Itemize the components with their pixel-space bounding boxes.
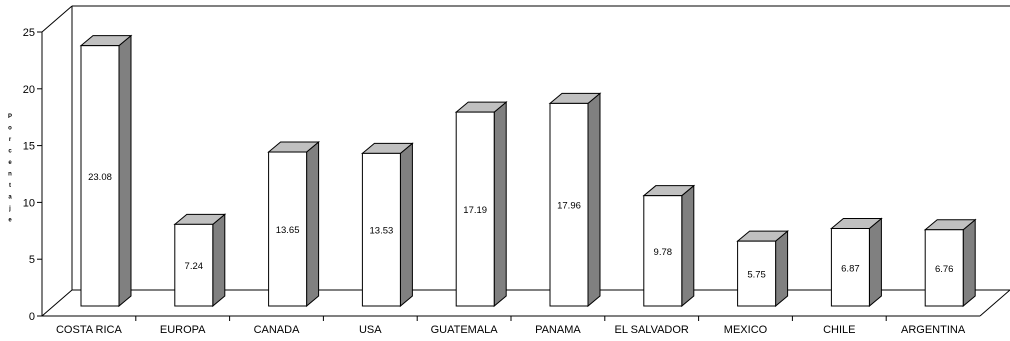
left-wall-top-edge	[41, 5, 73, 33]
x-tick-label: EUROPA	[160, 324, 206, 336]
bar-data-label: 5.75	[747, 270, 766, 281]
bar-side	[868, 217, 882, 308]
bar-front	[80, 45, 120, 307]
bar: 6.87	[830, 217, 883, 308]
x-tick-label: COSTA RICA	[56, 324, 122, 336]
bar-data-label: 13.53	[370, 226, 394, 237]
bar-side	[681, 184, 695, 308]
y-tick-label: 15	[23, 141, 35, 153]
bar: 17.96	[548, 92, 602, 308]
x-tick-label: USA	[359, 324, 382, 336]
y-tick-label: 5	[29, 254, 35, 266]
x-axis-labels: COSTA RICA EUROPA CANADA USA GUATEMALA PANAMA…	[56, 316, 966, 336]
bar-front	[737, 240, 777, 307]
bar-side	[493, 101, 507, 308]
bar-front	[361, 152, 401, 307]
y-axis-label-char: a	[8, 195, 12, 201]
x-tick-label: PANAMA	[535, 324, 581, 336]
y-axis-label-char: e	[8, 160, 12, 166]
bar-side	[212, 213, 226, 308]
bar: 5.75	[736, 230, 789, 308]
floor-right-edge	[979, 289, 1010, 317]
y-axis-label-char: e	[8, 218, 12, 224]
bar-side	[775, 230, 789, 308]
y-tick-label: 20	[23, 84, 35, 96]
bar: 9.78	[642, 184, 696, 308]
y-axis-label-char: c	[8, 149, 12, 155]
x-tick-label: EL SALVADOR	[615, 324, 689, 336]
x-tick-label: CANADA	[254, 324, 301, 336]
y-axis-label-char: r	[9, 137, 12, 143]
bar: 13.65	[267, 140, 320, 308]
x-tick-label: GUATEMALA	[431, 324, 499, 336]
bar-front	[643, 195, 683, 307]
y-tick-label: 0	[29, 311, 35, 323]
bar: 17.19	[454, 101, 508, 308]
bar-side	[399, 142, 413, 308]
bar: 23.08	[79, 34, 133, 308]
bar-data-label: 23.08	[88, 172, 112, 183]
y-axis-label-char: P	[8, 114, 12, 120]
bar-side	[118, 34, 132, 308]
bar-front	[830, 228, 870, 307]
bar-data-label: 6.76	[935, 264, 954, 275]
bar-side	[587, 92, 601, 308]
x-tick-label: CHILE	[823, 324, 855, 336]
bar-front	[174, 223, 214, 307]
bar: 6.76	[923, 218, 977, 308]
bar-data-label: 17.19	[463, 205, 487, 216]
bar-data-label: 9.78	[654, 247, 673, 258]
y-axis-label-char: j	[8, 206, 11, 212]
x-tick-label: MEXICO	[724, 324, 768, 336]
y-axis-label-char: o	[8, 126, 12, 132]
bar-side	[306, 140, 320, 308]
bar-data-label: 13.65	[276, 225, 300, 236]
bar-data-label: 6.87	[841, 263, 860, 274]
x-tick-label: ARGENTINA	[901, 324, 966, 336]
y-axis-label-char: n	[8, 172, 12, 178]
bar-front	[549, 102, 589, 307]
y-tick-label: 10	[23, 197, 35, 209]
bar-side	[962, 218, 976, 308]
y-tick-label: 25	[23, 27, 35, 39]
bar-data-label: 17.96	[557, 201, 581, 212]
bars: 23.08 7.24 13.65 13.53 17.19 17.96 9.78 5.75 6.8…	[79, 34, 977, 308]
bar: 13.53	[361, 142, 414, 308]
y-axis-label-char: t	[9, 183, 11, 189]
floor-left-edge	[41, 289, 73, 317]
bar-front	[268, 151, 308, 307]
bar-data-label: 7.24	[185, 261, 204, 272]
bar-front	[455, 111, 495, 307]
bar-front	[924, 229, 964, 307]
y-axis-ticks: 0 5 10 15 20 25	[23, 27, 42, 323]
bar: 7.24	[173, 213, 227, 308]
